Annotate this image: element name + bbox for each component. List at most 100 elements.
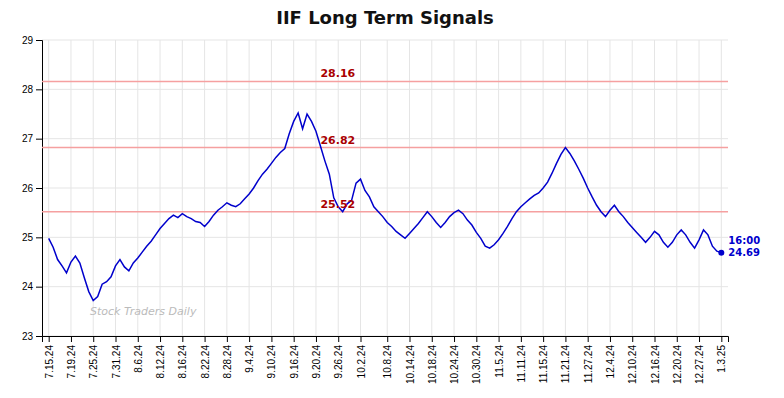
x-axis-line [43, 337, 729, 343]
x-grid-line [520, 40, 521, 336]
x-tick-mark [93, 336, 94, 342]
x-grid-line [182, 40, 183, 336]
x-tick-label: 8.22.24 [200, 345, 211, 379]
plot: 232425262728297.15.247.19.247.25.247.31.… [22, 35, 760, 384]
x-tick: 10.14.24 [405, 336, 416, 384]
y-axis-line [36, 41, 43, 337]
x-tick-label: 11.15.24 [538, 345, 549, 384]
x-tick: 11.11.24 [516, 336, 527, 382]
x-tick-mark [338, 336, 339, 342]
x-tick: 11.27.24 [583, 336, 594, 383]
watermark: Stock Traders Daily [90, 305, 197, 318]
y-grid-line [42, 237, 728, 238]
x-tick-label: 12.16.24 [650, 345, 661, 384]
y-tick-label: 29 [22, 35, 34, 46]
x-tick-mark [721, 336, 722, 342]
signal-line [42, 147, 728, 149]
x-grid-line [721, 40, 722, 336]
x-tick-mark [387, 336, 388, 342]
x-tick-label: 8.12.24 [155, 345, 166, 379]
x-tick: 8.16.24 [177, 336, 188, 378]
x-tick-mark [454, 336, 455, 342]
y-grid-line [42, 89, 728, 90]
last-point [718, 250, 724, 256]
x-tick: 11.21.24 [560, 336, 571, 383]
y-tick-label: 26 [22, 183, 34, 194]
x-tick-label: 12.27.24 [694, 345, 705, 384]
y-tick: 28 [22, 84, 42, 95]
x-tick: 12.4.24 [605, 336, 616, 378]
y-tick-label: 24 [22, 281, 34, 292]
x-grid-line [699, 40, 700, 336]
x-tick: 7.15.24 [44, 336, 55, 378]
chart: 232425262728297.15.247.19.247.25.247.31.… [0, 0, 784, 398]
x-tick-label: 10.14.24 [405, 345, 416, 384]
x-tick-label: 10.8.24 [382, 345, 393, 379]
x-tick: 7.31.24 [111, 336, 122, 378]
last-point-label: 16:0024.69 [728, 235, 760, 257]
x-grid-line [431, 40, 432, 336]
labels: 28.1626.8225.5216:0024.69Stock Traders D… [90, 67, 760, 318]
x-tick-label: 10.18.24 [427, 345, 438, 384]
x-tick-mark [632, 336, 633, 342]
signal-label: 28.16 [320, 67, 355, 80]
last-point-label-line: 16:00 [728, 235, 760, 246]
x-tick-mark [677, 336, 678, 342]
x-tick: 7.25.24 [88, 336, 99, 378]
x-tick-label: 7.31.24 [111, 345, 122, 379]
x-grid-line [137, 40, 138, 336]
x-tick: 10.2.24 [356, 336, 367, 378]
x-tick: 12.10.24 [627, 336, 638, 384]
x-tick-label: 12.10.24 [627, 345, 638, 384]
x-grid-line [338, 40, 339, 336]
y-tick-label: 27 [22, 133, 34, 144]
x-tick-mark [116, 336, 117, 342]
x-tick-mark [499, 336, 500, 342]
y-tick-mark [36, 188, 42, 189]
x-grid-line [293, 40, 294, 336]
x-tick: 9.4.24 [244, 336, 255, 373]
x-tick-label: 10.30.24 [471, 345, 482, 384]
y-grid-line [42, 286, 728, 287]
x-tick-label: 9.10.24 [266, 345, 277, 379]
y-tick-mark [36, 139, 42, 140]
x-tick-label: 9.4.24 [244, 345, 255, 373]
x-tick: 8.28.24 [222, 336, 233, 378]
x-tick-mark [610, 336, 611, 342]
x-grid-line [387, 40, 388, 336]
x-grid-line [160, 40, 161, 336]
x-tick-label: 11.11.24 [516, 345, 527, 383]
x-grid-line [676, 40, 677, 336]
x-tick: 8.6.24 [133, 336, 144, 373]
x-grid-line [204, 40, 205, 336]
x-tick: 12.27.24 [694, 336, 705, 384]
x-grid-line [226, 40, 227, 336]
x-grid-line [93, 40, 94, 336]
x-grid-line [249, 40, 250, 336]
grid [42, 40, 728, 336]
y-tick-mark [36, 336, 42, 337]
x-tick-mark [227, 336, 228, 342]
x-tick-mark [521, 336, 522, 342]
x-tick: 11.5.24 [494, 336, 505, 378]
x-grid-line [70, 40, 71, 336]
x-tick-mark [182, 336, 183, 342]
signal-line [42, 81, 728, 83]
title: IIF Long Term Signals [276, 7, 494, 28]
x-tick-mark [49, 336, 50, 342]
x-tick-mark [138, 336, 139, 342]
x-axis: 7.15.247.19.247.25.247.31.248.6.248.12.2… [43, 336, 729, 384]
x-tick-label: 7.15.24 [44, 345, 55, 379]
x-tick-label: 11.5.24 [494, 345, 505, 378]
x-tick-label: 1.3.25 [716, 345, 727, 373]
x-tick-mark [249, 336, 250, 342]
x-tick-label: 11.21.24 [560, 345, 571, 384]
x-tick-mark [699, 336, 700, 342]
x-tick-label: 8.28.24 [222, 345, 233, 379]
x-grid-line [565, 40, 566, 336]
y-tick: 29 [22, 35, 42, 46]
x-tick: 12.20.24 [672, 336, 683, 384]
y-tick: 24 [22, 281, 42, 292]
y-grid-line [42, 40, 728, 41]
x-tick: 10.24.24 [449, 336, 460, 384]
